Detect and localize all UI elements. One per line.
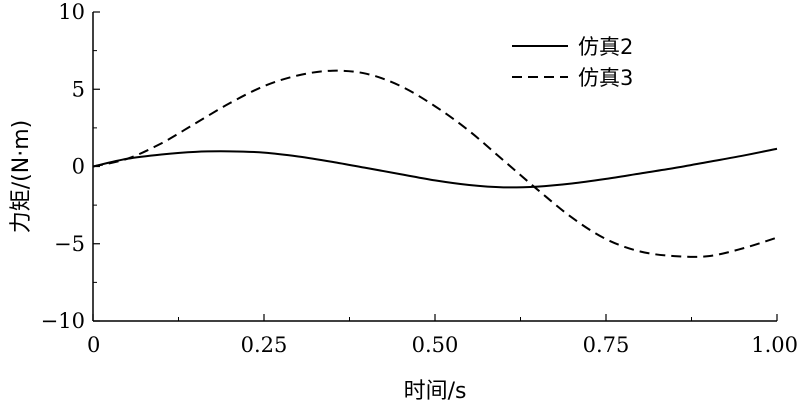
x-tick-label: 0.25 (241, 333, 288, 357)
series-line-2 (92, 69, 778, 258)
y-axis-label: 力矩/(N·m) (9, 120, 34, 233)
x-tick-label: 0 (87, 333, 100, 357)
x-tick-label: 1.00 (751, 333, 798, 357)
y-tick-label: −5 (54, 232, 85, 256)
x-tick-label: 0.50 (412, 333, 459, 357)
x-axis-label: 时间/s (404, 379, 467, 404)
y-tick-label: −10 (41, 309, 85, 333)
y-tick-label: 10 (58, 0, 85, 24)
series-layer (92, 69, 778, 258)
y-tick-label: 0 (72, 155, 85, 179)
legend-label-1: 仿真2 (578, 35, 633, 59)
y-tick-label: 5 (72, 77, 85, 101)
ticks: −10 −5 0 5 10 0 0.25 0.50 0.75 1.00 (41, 0, 798, 357)
axes (92, 12, 777, 322)
legend-label-2: 仿真3 (578, 66, 633, 90)
series-line-1 (92, 147, 778, 189)
x-tick-label: 0.75 (583, 333, 630, 357)
